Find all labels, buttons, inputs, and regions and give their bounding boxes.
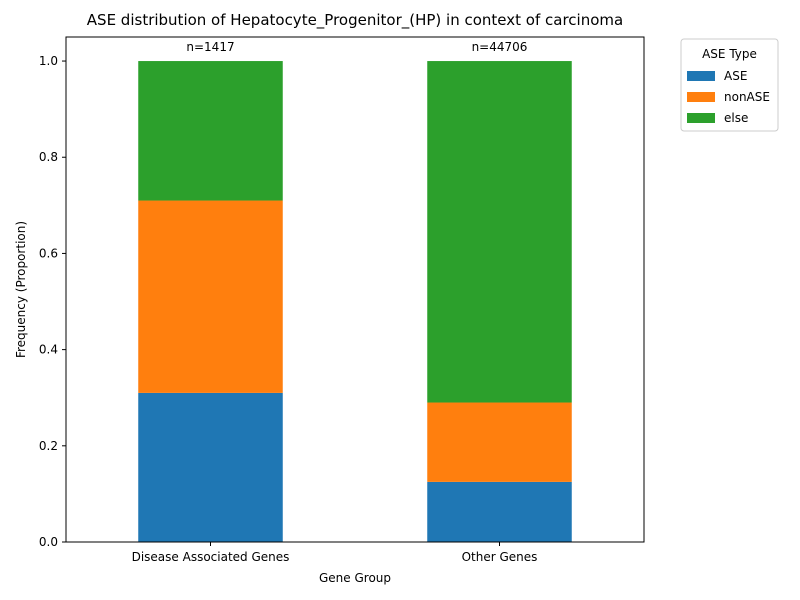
count-annotation: n=44706	[472, 40, 528, 54]
plot-area: n=1417 n=44706	[138, 40, 572, 542]
y-tick-label: 0.6	[39, 246, 58, 260]
y-axis-label: Frequency (Proportion)	[14, 221, 28, 358]
y-tick-label: 0.4	[39, 343, 58, 357]
y-tick-label: 0.8	[39, 150, 58, 164]
legend-swatch-ase	[687, 71, 715, 81]
axes-frame	[65, 36, 645, 543]
legend-frame	[680, 38, 779, 132]
chart-title: ASE distribution of Hepatocyte_Progenito…	[87, 11, 623, 30]
bar-else-2	[427, 61, 572, 403]
bar-nonase-2	[427, 402, 572, 482]
count-annotation: n=1417	[186, 40, 234, 54]
x-tick-label: Disease Associated Genes	[132, 550, 290, 564]
legend-swatch-nonase	[687, 92, 715, 102]
legend: ASE Type ASE nonASE else	[680, 38, 779, 132]
x-axis-label: Gene Group	[319, 571, 391, 585]
legend-swatch-else	[687, 113, 715, 123]
y-tick-label: 1.0	[39, 54, 58, 68]
bar-ase-1	[138, 392, 283, 542]
legend-label-nonase: nonASE	[724, 90, 770, 104]
y-tick-label: 0.2	[39, 439, 58, 453]
legend-title: ASE Type	[702, 47, 757, 61]
legend-label-else: else	[724, 111, 748, 125]
bar-else-1	[138, 61, 283, 201]
bar-ase-2	[427, 481, 572, 542]
y-tick-label: 0.0	[39, 535, 58, 549]
legend-label-ase: ASE	[724, 69, 747, 83]
x-tick-label: Other Genes	[462, 550, 538, 564]
bar-nonase-1	[138, 200, 283, 393]
